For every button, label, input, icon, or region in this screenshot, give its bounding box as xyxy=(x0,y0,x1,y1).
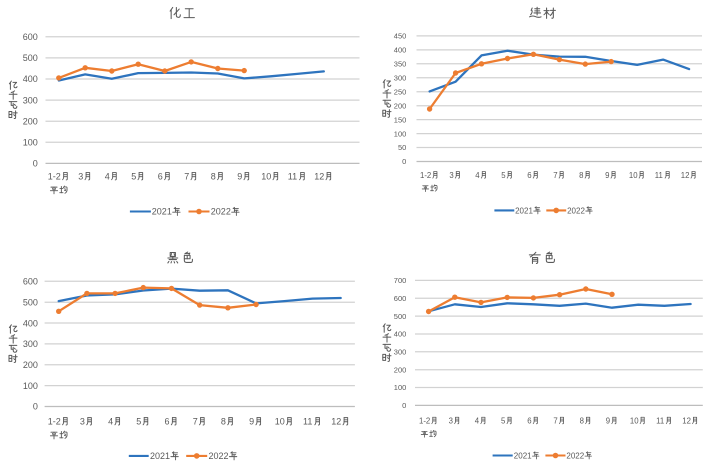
svg-text:8: 8 xyxy=(580,416,584,425)
svg-text:8: 8 xyxy=(221,417,226,427)
svg-text:8: 8 xyxy=(579,171,583,180)
svg-text:10: 10 xyxy=(629,171,638,180)
svg-text:7: 7 xyxy=(553,171,557,180)
svg-text:12: 12 xyxy=(681,171,690,180)
svg-text:600: 600 xyxy=(23,32,38,42)
svg-text:150: 150 xyxy=(394,115,407,124)
svg-text:11: 11 xyxy=(656,416,664,425)
svg-text:10: 10 xyxy=(275,417,285,427)
svg-text:700: 700 xyxy=(394,276,407,285)
svg-text:400: 400 xyxy=(394,330,407,339)
svg-text:0: 0 xyxy=(402,401,406,410)
svg-text:5: 5 xyxy=(501,171,506,180)
svg-text:4: 4 xyxy=(475,416,480,425)
svg-text:500: 500 xyxy=(23,53,38,63)
svg-text:12: 12 xyxy=(314,172,324,182)
svg-text:400: 400 xyxy=(23,318,38,328)
svg-text:500: 500 xyxy=(23,297,38,307)
svg-text:5: 5 xyxy=(136,417,141,427)
svg-text:100: 100 xyxy=(394,129,407,138)
svg-text:5: 5 xyxy=(131,172,136,182)
svg-text:200: 200 xyxy=(394,101,407,110)
svg-text:0: 0 xyxy=(402,157,406,166)
svg-text:5: 5 xyxy=(501,416,506,425)
svg-text:400: 400 xyxy=(23,74,38,84)
svg-text:0: 0 xyxy=(33,159,38,169)
svg-text:10: 10 xyxy=(261,172,271,182)
svg-text:4: 4 xyxy=(475,171,480,180)
svg-text:2021: 2021 xyxy=(152,207,172,217)
svg-text:300: 300 xyxy=(394,74,407,83)
svg-text:600: 600 xyxy=(23,277,38,287)
svg-text:3: 3 xyxy=(449,416,453,425)
svg-text:1-2: 1-2 xyxy=(419,416,430,425)
svg-text:11: 11 xyxy=(303,417,312,427)
svg-text:500: 500 xyxy=(394,312,407,321)
svg-text:600: 600 xyxy=(394,294,407,303)
svg-text:100: 100 xyxy=(23,381,38,391)
svg-text:300: 300 xyxy=(23,339,38,349)
svg-text:10: 10 xyxy=(630,416,639,425)
svg-text:3: 3 xyxy=(78,172,83,182)
svg-text:9: 9 xyxy=(606,416,610,425)
svg-text:9: 9 xyxy=(605,171,609,180)
svg-text:1-2: 1-2 xyxy=(48,172,61,182)
svg-text:2022: 2022 xyxy=(211,207,231,217)
svg-text:2021: 2021 xyxy=(514,451,532,460)
svg-text:50: 50 xyxy=(398,143,406,152)
svg-text:200: 200 xyxy=(394,365,407,374)
svg-text:2021: 2021 xyxy=(150,451,170,461)
svg-text:9: 9 xyxy=(237,172,242,182)
svg-text:400: 400 xyxy=(394,46,407,55)
svg-text:200: 200 xyxy=(23,116,38,126)
svg-text:12: 12 xyxy=(682,416,691,425)
svg-text:7: 7 xyxy=(184,172,189,182)
svg-text:1-2: 1-2 xyxy=(48,417,61,427)
svg-text:2022: 2022 xyxy=(567,206,585,215)
svg-text:9: 9 xyxy=(249,417,254,427)
svg-text:11: 11 xyxy=(288,172,297,182)
svg-text:2021: 2021 xyxy=(515,206,533,215)
svg-text:8: 8 xyxy=(211,172,216,182)
svg-text:4: 4 xyxy=(105,172,110,182)
svg-text:12: 12 xyxy=(331,417,341,427)
svg-text:450: 450 xyxy=(394,32,407,41)
svg-text:0: 0 xyxy=(33,402,38,412)
svg-text:11: 11 xyxy=(655,171,663,180)
svg-text:350: 350 xyxy=(394,60,407,69)
svg-text:6: 6 xyxy=(527,171,531,180)
svg-text:6: 6 xyxy=(165,417,170,427)
svg-text:100: 100 xyxy=(23,138,38,148)
svg-text:100: 100 xyxy=(394,383,407,392)
svg-text:7: 7 xyxy=(193,417,198,427)
svg-text:3: 3 xyxy=(80,417,85,427)
svg-text:300: 300 xyxy=(23,95,38,105)
svg-text:250: 250 xyxy=(394,87,407,96)
svg-text:1-2: 1-2 xyxy=(420,171,431,180)
svg-text:4: 4 xyxy=(108,417,113,427)
svg-text:300: 300 xyxy=(394,348,407,357)
svg-text:2022: 2022 xyxy=(566,451,584,460)
svg-text:6: 6 xyxy=(527,416,531,425)
svg-text:6: 6 xyxy=(158,172,163,182)
svg-text:2022: 2022 xyxy=(209,451,229,461)
svg-text:3: 3 xyxy=(449,171,453,180)
svg-text:7: 7 xyxy=(553,416,557,425)
svg-text:200: 200 xyxy=(23,360,38,370)
